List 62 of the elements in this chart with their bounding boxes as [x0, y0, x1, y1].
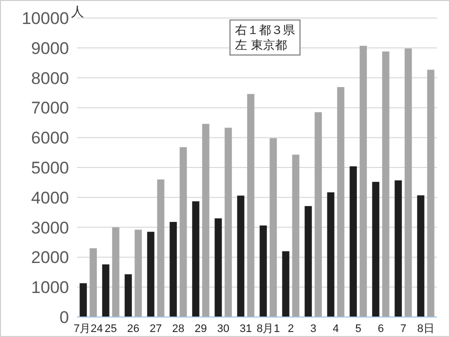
bar	[327, 192, 334, 317]
y-tick-label: 0	[60, 308, 69, 327]
bar	[157, 179, 164, 317]
bar	[124, 274, 132, 317]
y-tick-label: 7000	[31, 98, 69, 118]
x-tick-label: 8日	[417, 323, 434, 335]
y-axis-title: 人	[71, 4, 84, 19]
bar	[237, 196, 244, 317]
bar	[382, 51, 390, 317]
y-tick-label: 4000	[31, 188, 69, 208]
x-tick-label: 3	[310, 323, 316, 335]
x-tick-label: 7月24	[74, 323, 103, 335]
x-tick-label: 25	[104, 323, 117, 335]
x-tick-label: 7	[400, 323, 406, 335]
bar	[224, 128, 232, 317]
x-tick-label: 29	[194, 323, 207, 335]
bar	[282, 251, 290, 317]
y-tick-label: 10000	[22, 9, 69, 28]
bar	[304, 206, 312, 317]
bar	[192, 201, 200, 317]
bar	[134, 230, 142, 317]
y-tick-label: 6000	[31, 128, 69, 148]
x-tick-label: 28	[172, 323, 184, 335]
x-tick-label: 4	[332, 323, 339, 335]
x-tick-label: 8月1	[256, 323, 280, 335]
bar	[350, 166, 357, 317]
bar	[337, 87, 344, 317]
bar	[170, 222, 177, 317]
y-tick-label: 9000	[31, 38, 69, 58]
x-tick-label: 31	[240, 323, 252, 335]
bar	[360, 46, 367, 317]
y-tick-label: 1000	[31, 278, 69, 298]
bar	[372, 182, 380, 317]
bar	[80, 283, 87, 317]
bar	[417, 195, 424, 317]
bar	[404, 48, 412, 317]
annotation: 左 東京都	[235, 38, 287, 52]
bar	[394, 180, 402, 317]
bar	[427, 70, 434, 317]
x-tick-label: 26	[127, 323, 140, 335]
bar	[102, 264, 110, 317]
bar	[260, 226, 267, 317]
y-tick-label: 5000	[31, 158, 69, 178]
bar	[292, 154, 300, 317]
y-tick-label: 2000	[31, 248, 69, 268]
y-tick-label: 8000	[31, 68, 69, 88]
bar	[270, 138, 277, 317]
bar	[147, 232, 154, 317]
x-tick-label: 6	[378, 323, 384, 335]
bar	[112, 227, 120, 317]
y-tick-label: 3000	[31, 218, 69, 238]
bar	[202, 124, 210, 317]
bar	[90, 248, 97, 317]
bar	[180, 147, 187, 317]
bar	[214, 218, 222, 317]
annotation: 右１都３県	[235, 23, 295, 37]
x-tick-label: 27	[150, 323, 162, 335]
x-tick-label: 30	[217, 323, 230, 335]
x-tick-label: 5	[355, 323, 362, 335]
x-tick-label: 2	[288, 323, 294, 335]
bar	[247, 94, 254, 317]
bar	[314, 112, 322, 317]
